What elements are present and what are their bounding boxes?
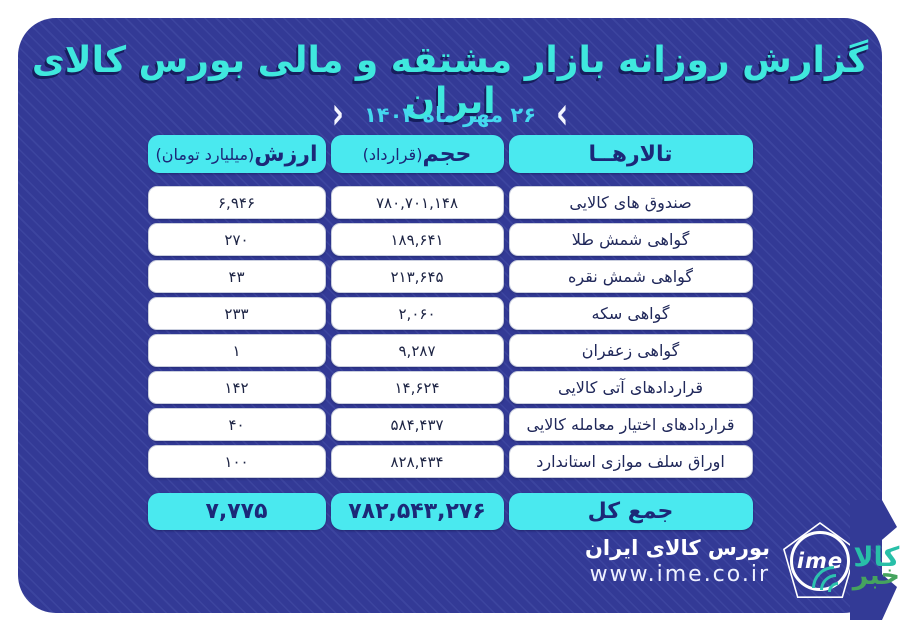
watermark-line1: کالا <box>853 542 900 573</box>
table-body: صندوق های کالایی ۷۸۰,۷۰۱,۱۴۸ ۶,۹۴۶ گواهی… <box>147 186 753 478</box>
report-date: ۲۶ مهر ماه ۱۴۰۴ <box>363 103 537 127</box>
table-row-hall: قراردادهای آتی کالایی <box>508 371 753 404</box>
chevron-left-icon: ‹ <box>556 88 569 141</box>
column-header-value-label: ارزش <box>254 141 318 167</box>
table-row-volume: ۱۸۹,۶۴۱ <box>330 223 504 256</box>
table-row-hall: گواهی سکه <box>508 297 753 330</box>
date-row: › ۲۶ مهر ماه ۱۴۰۴ ‹ <box>18 92 882 137</box>
column-header-volume-label: حجم <box>422 141 472 167</box>
table-row-volume: ۷۸۰,۷۰۱,۱۴۸ <box>330 186 504 219</box>
table-row-hall: گواهی شمش طلا <box>508 223 753 256</box>
signal-arcs-icon <box>802 556 866 620</box>
website-url: www.ime.co.ir <box>589 561 770 587</box>
table-row-volume: ۵۸۴,۴۳۷ <box>330 408 504 441</box>
column-header-volume: حجم (قرارداد) <box>330 135 504 173</box>
table-row-volume: ۹,۲۸۷ <box>330 334 504 367</box>
table-row-hall: گواهی شمش نقره <box>508 260 753 293</box>
column-header-halls: تالارهــا <box>508 135 753 173</box>
table-row-value: ۲۷۰ <box>147 223 326 256</box>
data-table: تالارهــا حجم (قرارداد) ارزش (میلیارد توم… <box>18 135 882 530</box>
table-row-hall: اوراق سلف موازی استاندارد <box>508 445 753 478</box>
chevron-right-icon: › <box>331 88 344 141</box>
column-header-halls-label: تالارهــا <box>588 141 673 167</box>
column-header-value-unit: (میلیارد تومان) <box>155 144 255 164</box>
table-row-value: ۶,۹۴۶ <box>147 186 326 219</box>
table-row-value: ۱ <box>147 334 326 367</box>
table-row-value: ۴۳ <box>147 260 326 293</box>
table-row-hall: قراردادهای اختیار معامله کالایی <box>508 408 753 441</box>
table-total-row: جمع کل ۷۸۲,۵۴۳,۲۷۶ ۷,۷۷۵ <box>147 493 753 530</box>
table-header-row: تالارهــا حجم (قرارداد) ارزش (میلیارد توم… <box>147 135 753 173</box>
total-value: ۷,۷۷۵ <box>147 493 326 530</box>
logo-wordmark: ime <box>796 548 844 573</box>
footer: بورس کالای ایران www.ime.co.ir ime <box>585 521 860 601</box>
column-header-volume-unit: (قرارداد) <box>362 144 423 164</box>
logo-circle: ime <box>790 531 850 591</box>
footer-text: بورس کالای ایران www.ime.co.ir <box>585 536 770 587</box>
ribbon-notch-decoration <box>850 500 897 620</box>
watermark-text: کالا خبر <box>852 542 900 592</box>
report-card: گزارش روزانه بازار مشتقه و مالی بورس کال… <box>18 18 882 613</box>
total-volume: ۷۸۲,۵۴۳,۲۷۶ <box>330 493 504 530</box>
table-row-value: ۴۰ <box>147 408 326 441</box>
table-row-volume: ۱۴,۶۲۴ <box>330 371 504 404</box>
table-row-value: ۲۳۳ <box>147 297 326 330</box>
kalakhabar-watermark: کالا خبر <box>802 542 900 631</box>
table-row-volume: ۲,۰۶۰ <box>330 297 504 330</box>
table-row-hall: صندوق های کالایی <box>508 186 753 219</box>
watermark-line2: خبر <box>852 560 900 592</box>
page-title: گزارش روزانه بازار مشتقه و مالی بورس کال… <box>31 40 869 122</box>
total-label: جمع کل <box>508 493 753 530</box>
table-row-volume: ۲۱۳,۶۴۵ <box>330 260 504 293</box>
table-row-volume: ۸۲۸,۴۳۴ <box>330 445 504 478</box>
table-row-value: ۱۴۲ <box>147 371 326 404</box>
table-row-value: ۱۰۰ <box>147 445 326 478</box>
column-header-value: ارزش (میلیارد تومان) <box>147 135 326 173</box>
table-row-hall: گواهی زعفران <box>508 334 753 367</box>
organization-name: بورس کالای ایران <box>585 535 770 560</box>
